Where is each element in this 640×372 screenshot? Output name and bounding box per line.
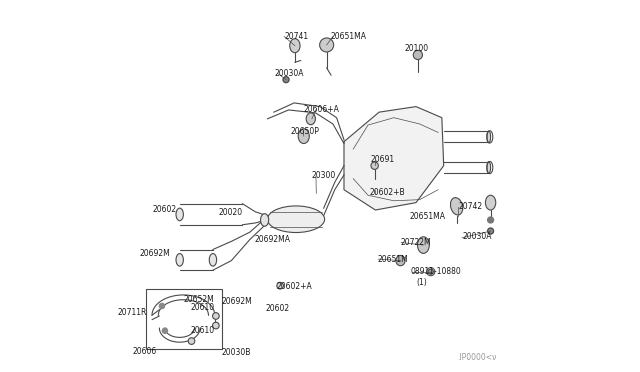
- Text: 20602: 20602: [152, 205, 177, 215]
- Ellipse shape: [268, 206, 324, 232]
- Ellipse shape: [277, 282, 284, 289]
- Text: 20652M: 20652M: [184, 295, 214, 304]
- Text: 20100: 20100: [405, 44, 429, 53]
- Text: .IP0000<ν: .IP0000<ν: [457, 353, 497, 362]
- Text: 20741: 20741: [284, 32, 308, 41]
- Ellipse shape: [417, 237, 429, 253]
- Bar: [147, 289, 222, 349]
- Ellipse shape: [298, 129, 309, 144]
- Ellipse shape: [319, 38, 333, 52]
- Text: 20651M: 20651M: [377, 254, 408, 264]
- Text: 20602+A: 20602+A: [276, 282, 312, 291]
- Ellipse shape: [371, 162, 378, 169]
- Ellipse shape: [176, 208, 184, 221]
- Ellipse shape: [260, 214, 269, 226]
- Text: 20606: 20606: [132, 347, 157, 356]
- Text: 20691: 20691: [371, 155, 395, 164]
- Text: 20722M: 20722M: [401, 238, 431, 247]
- Ellipse shape: [487, 131, 491, 143]
- Text: 20602+B: 20602+B: [370, 188, 406, 197]
- Ellipse shape: [451, 198, 463, 215]
- Polygon shape: [344, 107, 444, 210]
- Ellipse shape: [485, 195, 496, 210]
- Text: 20650P: 20650P: [291, 127, 319, 136]
- Text: 20610: 20610: [191, 302, 215, 312]
- Text: 20300: 20300: [312, 171, 336, 180]
- Circle shape: [159, 304, 164, 309]
- Ellipse shape: [487, 161, 491, 173]
- Ellipse shape: [413, 50, 422, 60]
- Ellipse shape: [212, 322, 220, 329]
- Text: 20606+A: 20606+A: [303, 105, 339, 114]
- Text: 20692M: 20692M: [221, 297, 252, 306]
- Ellipse shape: [209, 254, 216, 266]
- Circle shape: [488, 217, 493, 223]
- Circle shape: [488, 228, 493, 234]
- Ellipse shape: [396, 256, 405, 266]
- Text: 20692MA: 20692MA: [254, 235, 291, 244]
- Circle shape: [283, 77, 289, 83]
- Text: 20651MA: 20651MA: [330, 32, 366, 41]
- Text: 20030B: 20030B: [221, 349, 250, 357]
- Text: 20692M: 20692M: [140, 249, 170, 258]
- Text: 20651MA: 20651MA: [410, 212, 445, 221]
- Text: 20610: 20610: [191, 326, 215, 335]
- Ellipse shape: [188, 338, 195, 344]
- Ellipse shape: [428, 269, 433, 274]
- Text: 20030A: 20030A: [275, 69, 305, 78]
- Text: 20742: 20742: [458, 202, 483, 211]
- Text: 20711R: 20711R: [118, 308, 147, 317]
- Ellipse shape: [176, 254, 184, 266]
- Text: 20030A: 20030A: [462, 232, 492, 241]
- Text: 20602: 20602: [266, 304, 289, 313]
- Circle shape: [163, 328, 168, 333]
- Ellipse shape: [290, 39, 300, 53]
- Text: 20020: 20020: [218, 208, 243, 217]
- Text: 08911-10880: 08911-10880: [410, 267, 461, 276]
- Text: (1): (1): [417, 278, 428, 287]
- Ellipse shape: [306, 113, 316, 125]
- Ellipse shape: [212, 312, 220, 319]
